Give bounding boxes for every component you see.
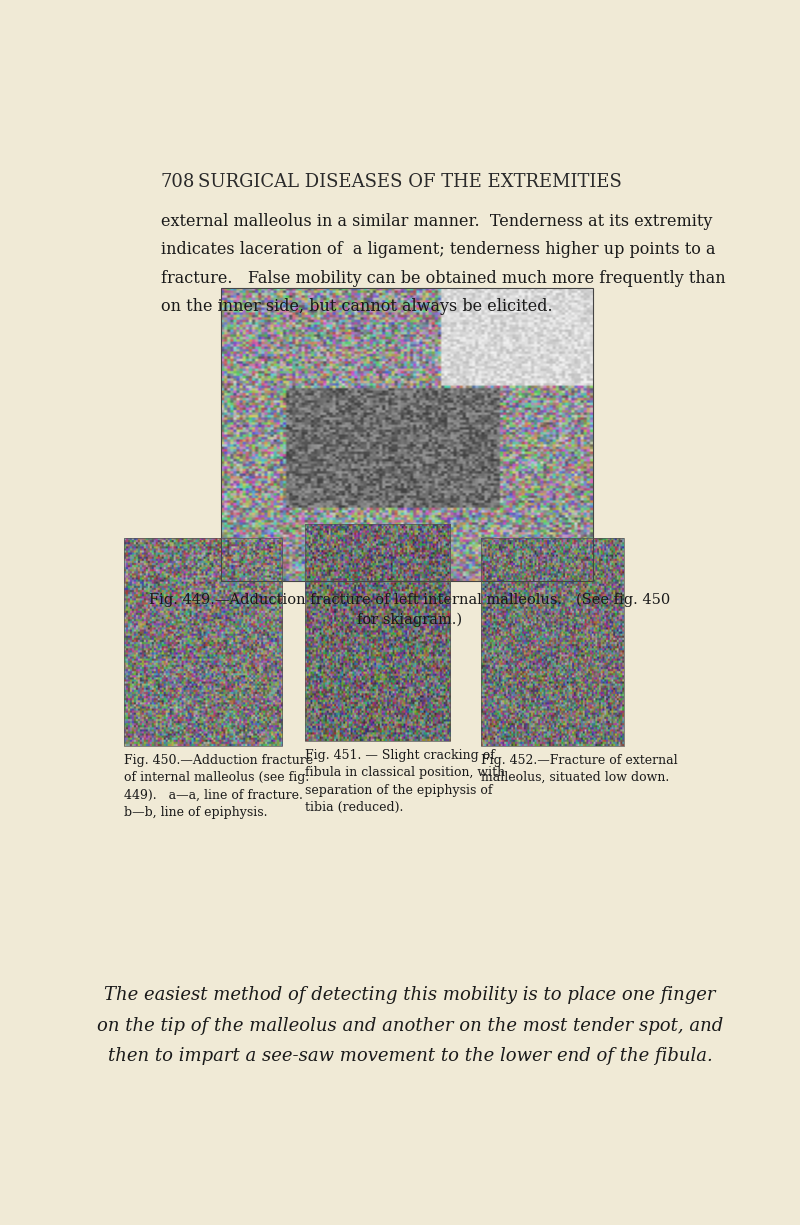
Text: fracture.   False mobility can be obtained much more frequently than: fracture. False mobility can be obtained… (161, 270, 726, 287)
Text: Fig. 449.—Adduction fracture of left internal malleolus.   (See fig. 450: Fig. 449.—Adduction fracture of left int… (150, 592, 670, 606)
Text: Fig. 451. — Slight cracking of
fibula in classical position, with
separation of : Fig. 451. — Slight cracking of fibula in… (305, 748, 505, 815)
Text: external malleolus in a similar manner.  Tenderness at its extremity: external malleolus in a similar manner. … (161, 213, 712, 230)
Text: on the tip of the malleolus and another on the most tender spot, and: on the tip of the malleolus and another … (97, 1017, 723, 1035)
Text: Fig. 450.—Adduction fracture
of internal malleolus (see fig.
449).   a—a, line o: Fig. 450.—Adduction fracture of internal… (123, 753, 313, 820)
Bar (482, 539, 624, 746)
Bar (305, 524, 450, 741)
Text: SURGICAL DISEASES OF THE EXTREMITIES: SURGICAL DISEASES OF THE EXTREMITIES (198, 174, 622, 191)
Text: Fig. 452.—Fracture of external
malleolus, situated low down.: Fig. 452.—Fracture of external malleolus… (482, 753, 678, 784)
Bar (221, 288, 593, 581)
Text: The easiest method of detecting this mobility is to place one finger: The easiest method of detecting this mob… (104, 986, 716, 1004)
Text: on the inner side, but cannot always be elicited.: on the inner side, but cannot always be … (161, 298, 552, 315)
Text: then to impart a see-saw movement to the lower end of the fibula.: then to impart a see-saw movement to the… (108, 1047, 712, 1065)
Bar (123, 539, 282, 746)
Text: indicates laceration of  a ligament; tenderness higher up points to a: indicates laceration of a ligament; tend… (161, 241, 715, 258)
Text: for skiagram.): for skiagram.) (358, 612, 462, 627)
Text: 708: 708 (161, 174, 195, 191)
